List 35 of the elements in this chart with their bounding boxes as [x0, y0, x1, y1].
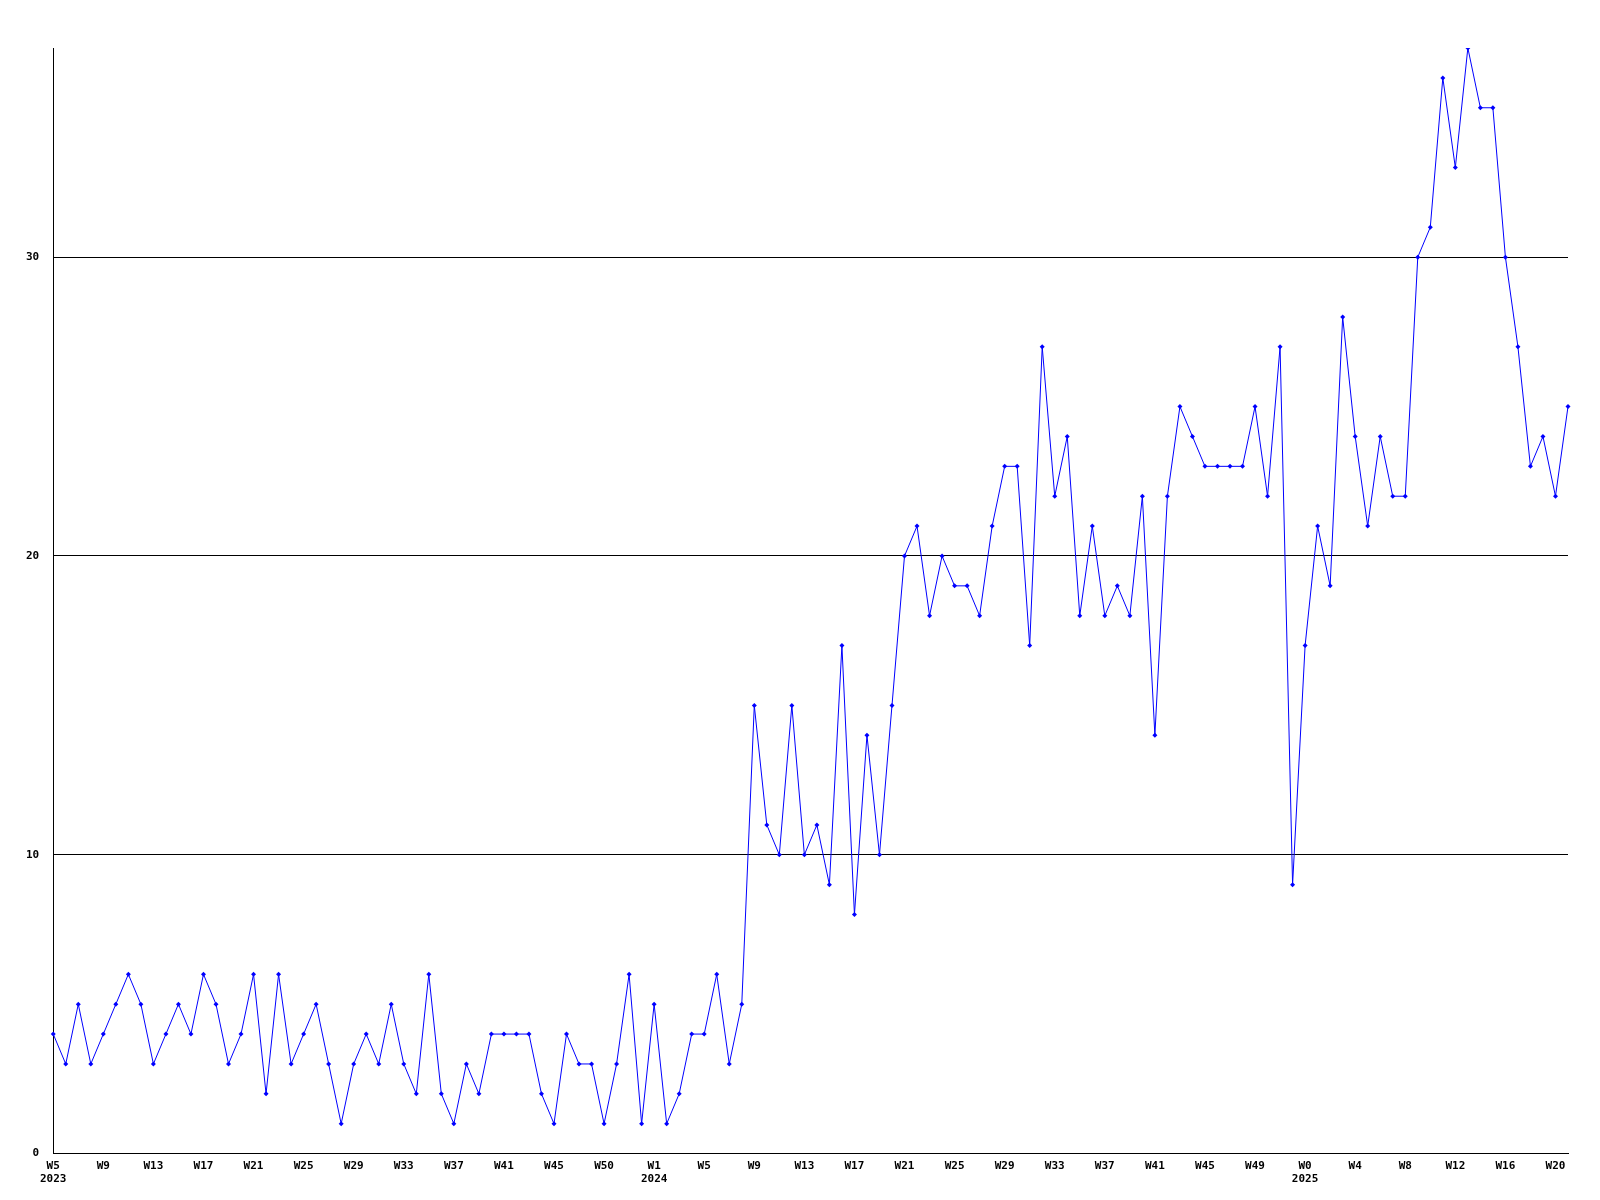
x-tick-label: W13: [143, 1159, 164, 1173]
y-tick-label: 0: [32, 1146, 40, 1160]
x-tick-label: W45: [1195, 1159, 1215, 1173]
x-tick-label: W49: [1245, 1159, 1265, 1173]
x-tick-label: W13: [794, 1159, 815, 1173]
x-tick-label: W5: [697, 1159, 711, 1173]
x-tick-label: W5 2023: [40, 1159, 67, 1186]
x-tick-label: W37: [1094, 1159, 1115, 1173]
x-tick-label: W29: [994, 1159, 1015, 1173]
x-tick-label: W9: [747, 1159, 761, 1173]
x-tick-label: W16: [1495, 1159, 1516, 1173]
x-tick-label: W33: [1044, 1159, 1065, 1173]
x-tick-label: W41: [493, 1159, 515, 1173]
x-tick-label: W21: [243, 1159, 264, 1173]
x-tick-label: W20: [1545, 1159, 1566, 1173]
x-tick-label: W12: [1445, 1159, 1466, 1173]
x-tick-label: W8: [1398, 1159, 1412, 1173]
y-tick-label: 30: [26, 250, 40, 264]
x-tick-label: W17: [193, 1159, 214, 1173]
x-tick-label: W0 2025: [1291, 1159, 1319, 1186]
x-tick-label: W25: [293, 1159, 314, 1173]
y-tick-label: 20: [26, 548, 40, 562]
x-tick-label: W9: [96, 1159, 110, 1173]
x-tick-label: W25: [944, 1159, 965, 1173]
x-tick-label: W29: [343, 1159, 364, 1173]
x-tick-label: W37: [443, 1159, 464, 1173]
x-tick-label: W45: [544, 1159, 564, 1173]
x-tick-label: W4: [1348, 1159, 1363, 1173]
x-tick-label: W50: [594, 1159, 614, 1173]
x-tick-label: W17: [844, 1159, 865, 1173]
y-tick-label: 10: [26, 847, 40, 861]
x-tick-label: W1 2024: [640, 1159, 668, 1186]
x-tick-label: W21: [894, 1159, 915, 1173]
x-tick-label: W41: [1144, 1159, 1166, 1173]
x-tick-label: W33: [393, 1159, 414, 1173]
